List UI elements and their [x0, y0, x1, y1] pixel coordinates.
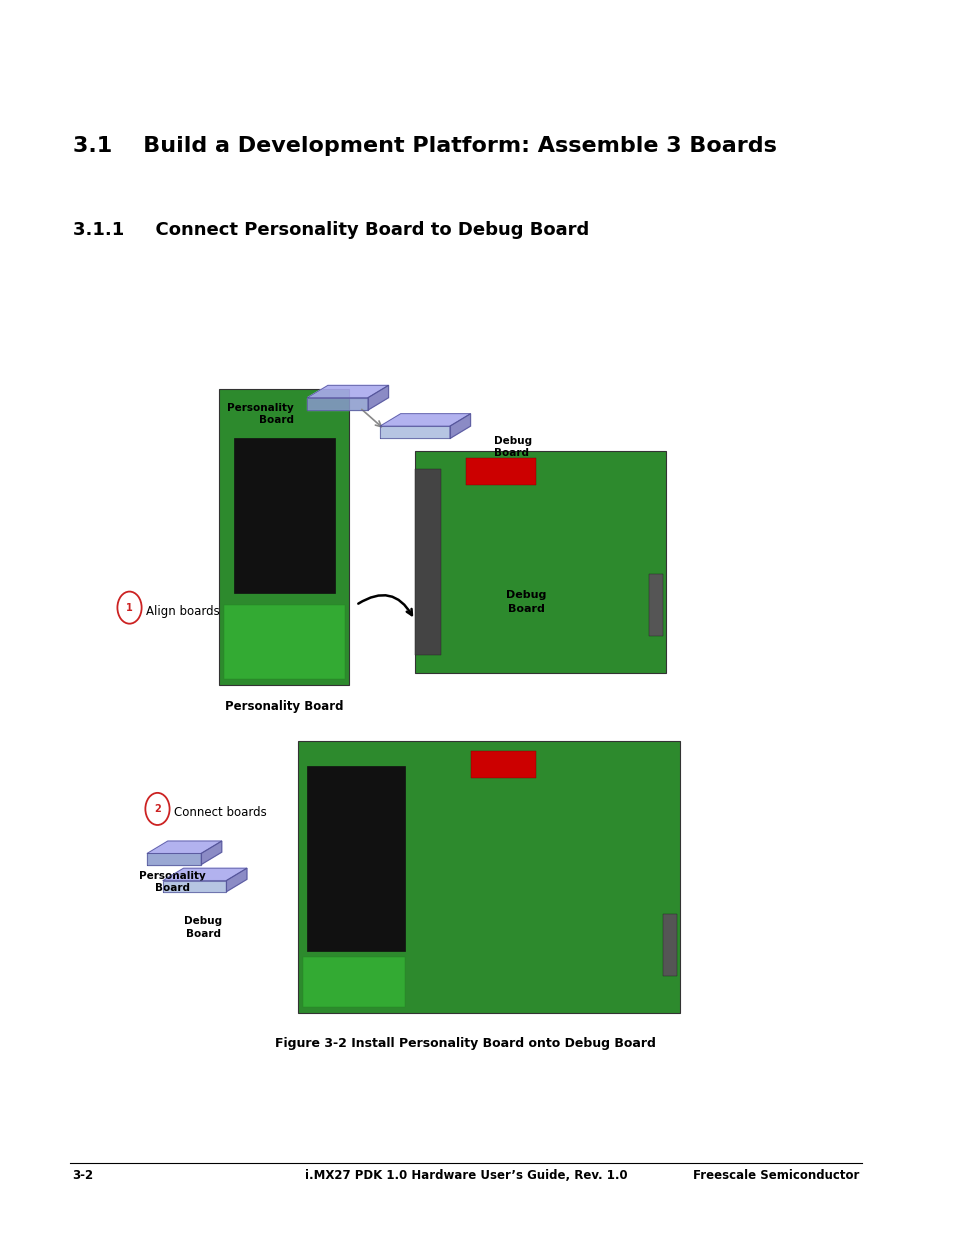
Polygon shape: [307, 385, 388, 398]
Polygon shape: [380, 426, 450, 438]
Text: Personality
Board: Personality Board: [139, 871, 206, 893]
FancyBboxPatch shape: [223, 605, 344, 679]
Text: Freescale Semiconductor: Freescale Semiconductor: [692, 1170, 859, 1182]
Text: Figure 3-2 Install Personality Board onto Debug Board: Figure 3-2 Install Personality Board ont…: [275, 1037, 656, 1050]
Text: 3-2: 3-2: [72, 1170, 93, 1182]
Text: 3.1    Build a Development Platform: Assemble 3 Boards: 3.1 Build a Development Platform: Assemb…: [72, 136, 776, 156]
FancyBboxPatch shape: [415, 469, 440, 655]
Polygon shape: [163, 868, 247, 881]
FancyBboxPatch shape: [307, 766, 405, 951]
FancyBboxPatch shape: [662, 914, 677, 976]
Text: Personality
Board: Personality Board: [227, 403, 294, 425]
FancyBboxPatch shape: [219, 389, 349, 685]
Text: i.MX27 PDK 1.0 Hardware User’s Guide, Rev. 1.0: i.MX27 PDK 1.0 Hardware User’s Guide, Re…: [304, 1170, 626, 1182]
FancyBboxPatch shape: [298, 741, 679, 1013]
Polygon shape: [163, 881, 226, 892]
FancyBboxPatch shape: [465, 458, 536, 485]
Polygon shape: [450, 414, 470, 438]
Polygon shape: [380, 414, 470, 426]
FancyBboxPatch shape: [470, 751, 536, 778]
Text: 2: 2: [154, 804, 161, 814]
FancyBboxPatch shape: [302, 957, 405, 1007]
Text: Align boards: Align boards: [146, 605, 220, 618]
Text: Debug
Board: Debug Board: [494, 436, 532, 458]
Text: 3.1.1     Connect Personality Board to Debug Board: 3.1.1 Connect Personality Board to Debug…: [72, 221, 588, 238]
FancyBboxPatch shape: [415, 451, 665, 673]
Text: Debug
Board: Debug Board: [184, 916, 222, 939]
Polygon shape: [201, 841, 221, 864]
Text: Connect boards: Connect boards: [174, 806, 267, 819]
Polygon shape: [147, 853, 201, 864]
Text: 1: 1: [126, 603, 132, 613]
Polygon shape: [368, 385, 388, 410]
Polygon shape: [226, 868, 247, 892]
Polygon shape: [147, 841, 221, 853]
Text: Debug
Board: Debug Board: [506, 590, 546, 614]
Text: Personality Board: Personality Board: [225, 700, 343, 714]
FancyBboxPatch shape: [233, 438, 335, 593]
FancyBboxPatch shape: [649, 574, 662, 636]
Polygon shape: [307, 398, 368, 410]
